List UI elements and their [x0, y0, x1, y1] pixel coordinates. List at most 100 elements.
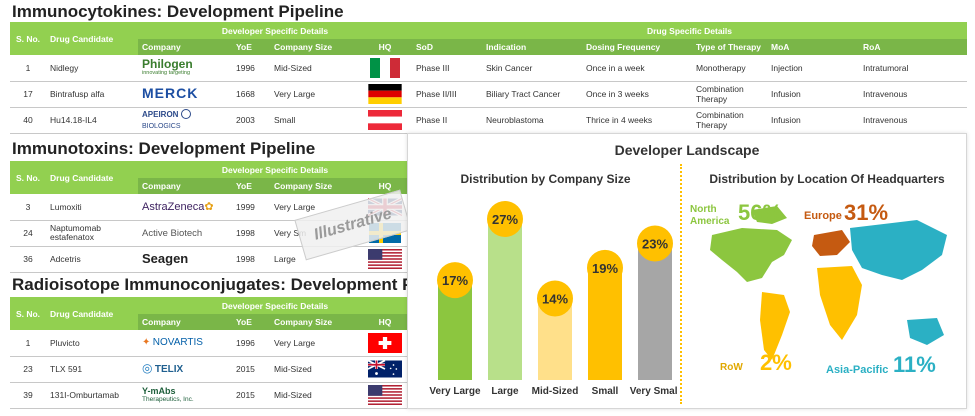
- bar-very-small: [638, 239, 672, 380]
- category-label: Mid-Sized: [532, 386, 579, 397]
- header-sno: S. No.: [10, 161, 46, 194]
- landscape-title: Developer Landscape: [614, 142, 760, 158]
- seagen-logo: Seagen: [142, 250, 189, 266]
- merck-logo: MERCK: [142, 85, 199, 101]
- cell-yoe: 2003: [232, 107, 270, 134]
- data-label: 23%: [642, 236, 668, 251]
- cell-drug: Naptumomab estafenatox: [46, 220, 138, 247]
- header-size: Company Size: [270, 178, 358, 194]
- cell-size: Small: [270, 107, 358, 134]
- table-row: 36 Adcetris Seagen 1998 Large: [10, 246, 412, 273]
- cell-drug: Bintrafusp alfa: [46, 81, 138, 108]
- table-row: 40 Hu14.18-IL4 APEIRON BIOLOGICS 2003 Sm…: [10, 107, 967, 134]
- cell-sno: 1: [10, 330, 46, 357]
- astrazeneca-logo: AstraZeneca: [142, 200, 205, 213]
- row-label: RoW: [720, 362, 743, 373]
- header-company: Company: [138, 314, 232, 330]
- australia-flag-icon: [368, 359, 402, 378]
- cell-yoe: 1999: [232, 194, 270, 221]
- apeiron-circle-icon: [180, 109, 191, 120]
- cell-sno: 40: [10, 107, 46, 134]
- cell-indication: Biliary Tract Cancer: [482, 81, 582, 108]
- cell-size: Large: [270, 246, 358, 273]
- cell-dosing: Thrice in 4 weeks: [582, 107, 692, 134]
- cell-yoe: 2015: [232, 382, 270, 409]
- header-drug: Drug Candidate: [46, 161, 138, 194]
- cell-therapy: Combination Therapy: [692, 107, 767, 134]
- cell-sod: Phase II: [412, 107, 482, 134]
- header-developer-group: Developer Specific Details: [138, 22, 412, 39]
- active-biotech-logo: Active Biotech: [142, 227, 203, 239]
- cell-moa: Infusion: [767, 107, 859, 134]
- header-moa: MoA: [767, 39, 859, 55]
- radio-title: Radioisotope Immunoconjugates: Developme…: [12, 275, 414, 294]
- cell-sno: 39: [10, 382, 46, 409]
- company-logo: Philogen innovating targeting: [138, 55, 232, 82]
- africa-region: [817, 266, 862, 340]
- header-developer-group: Developer Specific Details: [138, 161, 412, 178]
- cell-size: Very Large: [270, 81, 358, 108]
- header-yoe: YoE: [232, 178, 270, 194]
- header-therapy: Type of Therapy: [692, 39, 767, 55]
- cell-sno: 17: [10, 81, 46, 108]
- immunotoxins-title: Immunotoxins: Development Pipeline: [12, 139, 316, 158]
- data-label: 17%: [442, 273, 468, 288]
- cell-roa: Intravenous: [859, 81, 967, 108]
- australia-region: [907, 318, 944, 345]
- header-size: Company Size: [270, 314, 358, 330]
- cell-sno: 36: [10, 246, 46, 273]
- header-developer-group: Developer Specific Details: [138, 297, 412, 314]
- cell-size: Very Large: [270, 330, 358, 357]
- cell-sod: Phase III: [412, 55, 482, 82]
- bar-large: [488, 215, 522, 380]
- cell-roa: Intratumoral: [859, 55, 967, 82]
- cell-drug: Nidlegy: [46, 55, 138, 82]
- austria-flag-icon: [368, 110, 402, 130]
- category-label: Very Large: [429, 386, 481, 397]
- cell-moa: Injection: [767, 55, 859, 82]
- cell-size: Mid-Sized: [270, 55, 358, 82]
- header-sno: S. No.: [10, 297, 46, 330]
- cell-drug: Adcetris: [46, 246, 138, 273]
- table-row: 23 TLX 591 ◎ TELIX 2015 Mid-Sized: [10, 356, 412, 383]
- cell-drug: TLX 591: [46, 356, 138, 383]
- cell-yoe: 1996: [232, 55, 270, 82]
- cell-therapy: Combination Therapy: [692, 81, 767, 108]
- greenland-region: [752, 206, 787, 224]
- developer-landscape-panel: Developer Landscape Distribution by Comp…: [407, 133, 967, 409]
- header-drug: Drug Candidate: [46, 22, 138, 55]
- header-size: Company Size: [270, 39, 358, 55]
- radio-table: S. No. Drug Candidate Developer Specific…: [10, 297, 412, 409]
- cell-sod: Phase II/III: [412, 81, 482, 108]
- cell-indication: Neuroblastoma: [482, 107, 582, 134]
- north-america-value: 56%: [738, 200, 783, 225]
- size-chart-title: Distribution by Company Size: [460, 172, 631, 186]
- header-hq: HQ: [358, 178, 412, 194]
- cell-sno: 24: [10, 220, 46, 247]
- header-indication: Indication: [482, 39, 582, 55]
- data-label: 14%: [542, 291, 568, 306]
- europe-region: [812, 230, 850, 256]
- asia-pacific-value: 11%: [893, 352, 936, 377]
- cell-size: Mid-Sized: [270, 382, 358, 409]
- asia-region: [850, 220, 947, 280]
- value-badge-icon: [587, 249, 623, 286]
- apeiron-tagline: BIOLOGICS: [142, 122, 181, 130]
- cell-drug: Pluvicto: [46, 330, 138, 357]
- north-america-label-line1: North: [690, 204, 717, 215]
- category-label: Large: [491, 386, 519, 397]
- header-company: Company: [138, 39, 232, 55]
- header-yoe: YoE: [232, 39, 270, 55]
- cell-indication: Skin Cancer: [482, 55, 582, 82]
- cell-size: Mid-Sized: [270, 356, 358, 383]
- table-row: 17 Bintrafusp alfa MERCK 1668 Very Large…: [10, 81, 967, 108]
- cell-dosing: Once in a week: [582, 55, 692, 82]
- cell-sno: 23: [10, 356, 46, 383]
- cell-sno: 1: [10, 55, 46, 82]
- table-row: 1 Nidlegy Philogen innovating targeting …: [10, 55, 967, 82]
- cell-sno: 3: [10, 194, 46, 221]
- cell-therapy: Monotherapy: [692, 55, 767, 82]
- header-roa: RoA: [859, 39, 967, 55]
- header-drug: Drug Candidate: [46, 297, 138, 330]
- apeiron-logo: APEIRON: [142, 109, 179, 119]
